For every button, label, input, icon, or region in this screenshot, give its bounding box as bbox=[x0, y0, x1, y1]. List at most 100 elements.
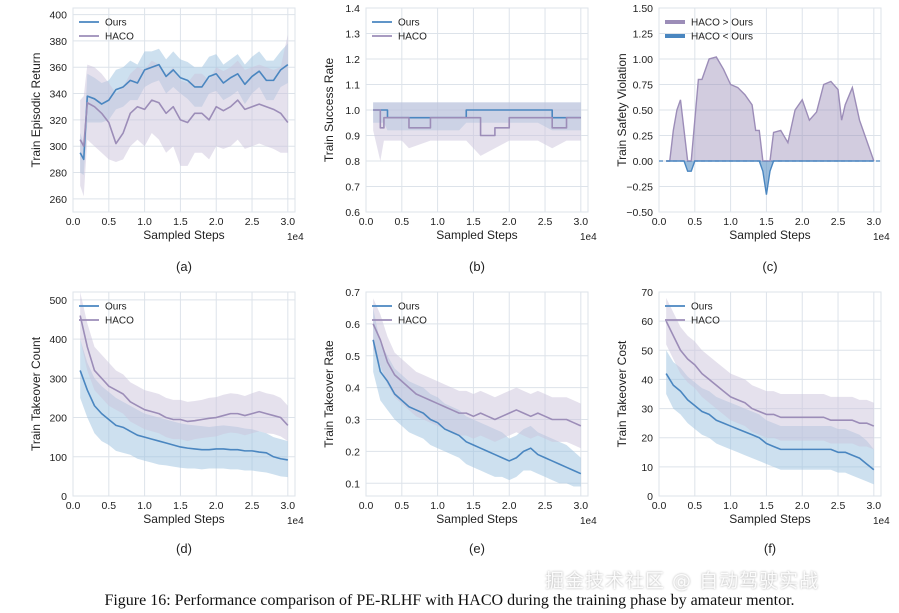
y-tick-label: 1.0 bbox=[345, 105, 360, 117]
chart-panel-1: 260 280 300 320 340 360 380 400 0.0 0.5 1.0 1.5 2.0 2… bbox=[29, 7, 304, 274]
x-tick-label: 1.5 bbox=[759, 500, 774, 512]
y-axis-label: Train Takeover Rate bbox=[322, 340, 336, 448]
panel-label: (e) bbox=[469, 541, 485, 556]
y-tick-label: 50 bbox=[641, 345, 653, 357]
x-tick-label: 3.0 bbox=[574, 500, 589, 512]
x-tick-label: 3.0 bbox=[281, 216, 296, 228]
x-axis-label: Sampled Steps bbox=[143, 228, 224, 242]
y-tick-label: 0.7 bbox=[345, 287, 360, 299]
legend-label: HACO bbox=[105, 32, 134, 43]
y-tick-label: 0.6 bbox=[345, 207, 360, 219]
x-tick-label: 0.5 bbox=[395, 500, 410, 512]
y-tick-label: 0.00 bbox=[633, 156, 654, 168]
y-tick-label: 1.00 bbox=[633, 54, 654, 66]
y-tick-label: 400 bbox=[49, 10, 67, 22]
y-tick-label: −0.50 bbox=[626, 207, 653, 219]
legend-label: Ours bbox=[105, 18, 127, 29]
y-tick-label: 30 bbox=[641, 404, 653, 416]
series-line-haco bbox=[79, 99, 289, 147]
area-haco-lt-ours bbox=[666, 161, 874, 195]
x-axis-label: Sampled Steps bbox=[436, 512, 517, 526]
y-tick-label: 0.5 bbox=[345, 351, 360, 363]
x-tick-label: 1.0 bbox=[137, 500, 152, 512]
x-multiplier-label: 1e4 bbox=[873, 516, 890, 527]
legend-label: HACO bbox=[691, 316, 720, 327]
y-axis-label: Train Success Rate bbox=[322, 58, 336, 163]
legend-label: HACO bbox=[105, 316, 134, 327]
x-tick-label: 0.0 bbox=[652, 500, 667, 512]
x-tick-label: 0.0 bbox=[652, 216, 667, 228]
plot-marks bbox=[373, 102, 581, 161]
y-tick-label: 0.3 bbox=[345, 415, 360, 427]
x-tick-label: 2.0 bbox=[209, 500, 224, 512]
x-multiplier-label: 1e4 bbox=[580, 516, 597, 527]
y-tick-label: 70 bbox=[641, 287, 653, 299]
x-tick-label: 1.5 bbox=[466, 500, 481, 512]
x-axis-label: Sampled Steps bbox=[436, 228, 517, 242]
x-tick-label: 1.0 bbox=[723, 500, 738, 512]
panel-label: (c) bbox=[762, 259, 777, 274]
x-tick-label: 3.0 bbox=[281, 500, 296, 512]
x-tick-label: 0.0 bbox=[66, 500, 81, 512]
series-line-haco bbox=[373, 109, 581, 137]
y-tick-label: 320 bbox=[49, 115, 67, 127]
y-tick-label: −0.25 bbox=[626, 182, 653, 194]
y-tick-label: 1.2 bbox=[345, 54, 360, 66]
confidence-band-ours bbox=[80, 339, 288, 478]
legend: Ours HACO bbox=[372, 18, 427, 43]
x-tick-label: 0.5 bbox=[395, 216, 410, 228]
y-tick-label: 100 bbox=[49, 452, 67, 464]
x-tick-label: 0.0 bbox=[359, 500, 374, 512]
chart-panel-3: −0.50 −0.25 0.00 0.25 0.50 0.75 1.00 1.25 1.50 0.… bbox=[615, 3, 890, 274]
x-axis-label: Sampled Steps bbox=[729, 228, 810, 242]
y-tick-label: 280 bbox=[49, 168, 67, 180]
x-tick-label: 2.0 bbox=[795, 216, 810, 228]
series-line-ours bbox=[79, 370, 288, 461]
series-line-haco bbox=[372, 323, 582, 427]
x-tick-label: 0.0 bbox=[359, 216, 374, 228]
confidence-band-ours bbox=[666, 350, 874, 485]
y-tick-label: 260 bbox=[49, 194, 67, 206]
y-tick-label: 0.9 bbox=[345, 131, 360, 143]
y-tick-label: 0 bbox=[61, 491, 67, 503]
x-axis-label: Sampled Steps bbox=[729, 512, 810, 526]
y-tick-label: 20 bbox=[641, 433, 653, 445]
y-tick-label: 0 bbox=[647, 491, 653, 503]
y-tick-label: 40 bbox=[641, 374, 653, 386]
chart-panel-4: 0 100 200 300 400 500 0.0 0.5 1.0 1.5 2.0 2.5 3.0 Sam… bbox=[29, 291, 304, 556]
panel-label: (d) bbox=[176, 541, 192, 556]
y-tick-label: 0.50 bbox=[633, 105, 654, 117]
x-multiplier-label: 1e4 bbox=[873, 232, 890, 243]
legend: Ours HACO bbox=[665, 302, 720, 327]
y-tick-label: 0.2 bbox=[345, 446, 360, 458]
y-tick-label: 200 bbox=[49, 413, 67, 425]
series-line-ours bbox=[79, 63, 289, 161]
x-tick-label: 1.0 bbox=[137, 216, 152, 228]
x-tick-label: 1.0 bbox=[430, 216, 445, 228]
watermark-text: 掘金技术社区 @ 自动驾驶实战 bbox=[545, 570, 820, 592]
x-tick-label: 1.5 bbox=[173, 500, 188, 512]
confidence-band-haco bbox=[80, 292, 288, 442]
x-tick-label: 2.0 bbox=[502, 500, 517, 512]
chart-panel-6: 0 10 20 30 40 50 60 70 0.0 0.5 1.0 1.5 2.0 2.5 3.0 Samp… bbox=[615, 287, 890, 556]
plot-marks bbox=[665, 297, 875, 485]
confidence-band-ours bbox=[373, 307, 581, 487]
x-tick-label: 0.5 bbox=[688, 500, 703, 512]
y-tick-label: 0.25 bbox=[633, 131, 654, 143]
x-tick-label: 2.0 bbox=[502, 216, 517, 228]
x-multiplier-label: 1e4 bbox=[580, 232, 597, 243]
legend: Ours HACO bbox=[79, 18, 134, 43]
x-axis-label: Sampled Steps bbox=[143, 512, 224, 526]
plot-marks bbox=[79, 34, 289, 197]
y-axis-label: Train Takeover Count bbox=[29, 336, 43, 451]
y-tick-label: 380 bbox=[49, 36, 67, 48]
x-tick-label: 1.5 bbox=[466, 216, 481, 228]
legend-label: HACO < Ours bbox=[691, 32, 753, 43]
legend-label: Ours bbox=[398, 18, 420, 29]
x-tick-label: 2.5 bbox=[538, 500, 553, 512]
legend: Ours HACO bbox=[79, 302, 134, 327]
area-edge-line bbox=[666, 160, 874, 195]
x-multiplier-label: 1e4 bbox=[287, 516, 304, 527]
chart-panel-5: 0.1 0.2 0.3 0.4 0.5 0.6 0.7 0.0 0.5 1.0 1.5 2.0 2.5 3… bbox=[322, 287, 597, 556]
x-tick-label: 3.0 bbox=[867, 216, 882, 228]
